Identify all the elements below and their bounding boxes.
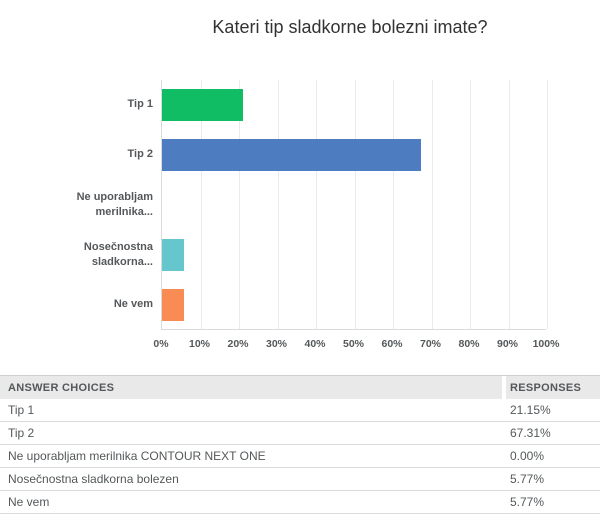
- category-label: Tip 1: [127, 98, 153, 111]
- answer-choices-header: ANSWER CHOICES: [8, 381, 115, 394]
- chart-title: Kateri tip sladkorne bolezni imate?: [212, 17, 488, 37]
- category-label: Ne vem: [113, 298, 153, 311]
- x-tick-label: 10%: [188, 338, 211, 350]
- gridline: [470, 80, 471, 329]
- gridline: [393, 80, 394, 329]
- x-tick-label: 90%: [496, 338, 519, 350]
- answer-table-body: Tip 1 21.15% Tip 2 67.31% Ne uporabljam meri…: [0, 399, 600, 514]
- x-tick-label: 30%: [265, 338, 288, 350]
- x-tick-label: 70%: [419, 338, 442, 350]
- response-cell: 0.00%: [510, 449, 545, 463]
- category-label: Nosečnostna sladkorna...: [83, 240, 153, 268]
- gridline: [200, 80, 202, 329]
- answer-choice-cell: Ne vem: [8, 495, 50, 509]
- table-row: Ne vem 5.77%: [0, 491, 600, 514]
- gridline: [431, 80, 433, 329]
- category-label: Tip 2: [127, 148, 153, 161]
- bar-tip-2: [162, 139, 422, 171]
- table-row: Tip 1 21.15%: [0, 399, 600, 422]
- answer-table-header-row: ANSWER CHOICES RESPONSES: [0, 375, 600, 399]
- x-tick-label: 0%: [153, 338, 169, 350]
- x-tick-label: 50%: [342, 338, 365, 350]
- gridline: [239, 80, 240, 329]
- answer-choice-cell: Tip 2: [8, 426, 35, 440]
- response-cell: 5.77%: [510, 495, 545, 509]
- table-row: Tip 2 67.31%: [0, 422, 600, 445]
- x-tick-label: 40%: [304, 338, 326, 350]
- answer-choice-cell: Nosečnostna sladkorna bolezen: [8, 472, 179, 486]
- gridline: [316, 80, 317, 329]
- gridline: [508, 80, 510, 329]
- answer-choice-cell: Ne uporabljam merilnika CONTOUR NEXT ONE: [8, 449, 266, 463]
- table-row: Ne uporabljam merilnika CONTOUR NEXT ONE…: [0, 445, 600, 468]
- bar-nose-nostna-sladkorna-bolezen: [162, 239, 185, 271]
- gridline: [354, 80, 356, 329]
- bar-tip-1: [162, 89, 244, 121]
- question-bar-chart: Kateri tip sladkorne bolezni imate? Tip …: [76, 17, 560, 350]
- response-cell: 21.15%: [510, 403, 551, 417]
- gridline: [277, 80, 279, 329]
- gridline: [547, 80, 548, 329]
- table-row: Nosečnostna sladkorna bolezen 5.77%: [0, 468, 600, 491]
- x-tick-label: 80%: [458, 338, 480, 350]
- category-label: Ne uporabljam merilnika...: [76, 190, 153, 218]
- x-tick-label: 60%: [381, 338, 403, 350]
- x-tick-label: 20%: [227, 338, 249, 350]
- response-cell: 67.31%: [510, 426, 551, 440]
- responses-header: RESPONSES: [502, 376, 600, 399]
- answer-table: ANSWER CHOICES RESPONSES Tip 1 21.15% Tip …: [0, 375, 600, 514]
- answer-choice-cell: Tip 1: [8, 403, 35, 417]
- response-cell: 5.77%: [510, 472, 545, 486]
- x-tick-label: 100%: [532, 338, 560, 350]
- plot-area: [161, 80, 548, 330]
- bar-ne-vem: [162, 289, 185, 321]
